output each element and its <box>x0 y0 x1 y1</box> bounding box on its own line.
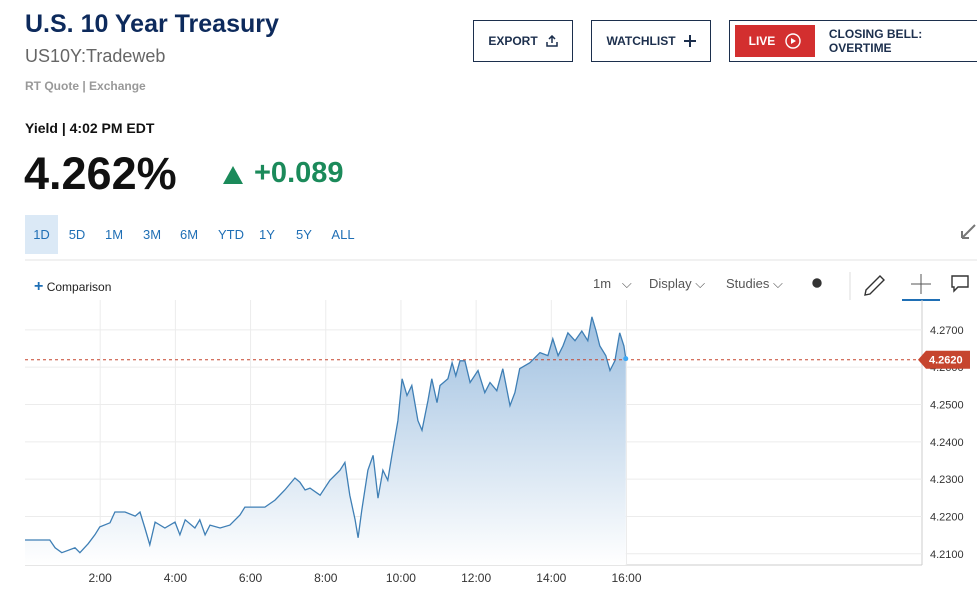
last-point <box>623 356 629 362</box>
line <box>25 316 627 554</box>
label: WATCHLIST <box>606 34 676 48</box>
title: U.S. 10 Year Treasury <box>25 10 279 38</box>
x-tick-label: 12:00 <box>461 571 491 585</box>
quote-label: Yield | 4:02 PM EDT <box>25 120 155 136</box>
range-tab[interactable]: 5Y <box>296 227 312 242</box>
settings-icon[interactable] <box>812 278 822 288</box>
label: Studies <box>726 276 770 291</box>
x-tick-label: 6:00 <box>239 571 263 585</box>
icon <box>545 35 558 47</box>
range-tab[interactable]: 1M <box>104 227 124 242</box>
x-tick-label: 10:00 <box>386 571 416 585</box>
range-tab[interactable]: 6M <box>179 227 199 242</box>
last-value-tag <box>918 350 970 369</box>
display-dropdown[interactable]: Display ⌵ <box>649 276 706 291</box>
comparison-button[interactable]: + Comparison <box>34 278 112 295</box>
expand-icon[interactable] <box>961 224 976 239</box>
live-badge: LIVE <box>735 25 815 57</box>
x-tick-label: 8:00 <box>314 571 338 585</box>
icon <box>785 33 801 49</box>
x-tick-label: 16:00 <box>611 571 641 585</box>
label: Display <box>649 276 692 291</box>
watchlist-button[interactable]: WATCHLIST <box>591 20 711 62</box>
range-tab[interactable]: 1D <box>25 215 58 254</box>
range-tab[interactable]: 3M <box>142 227 162 242</box>
x-tick-label: 14:00 <box>536 571 566 585</box>
studies-dropdown[interactable]: Studies ⌵ <box>726 276 783 291</box>
comment-icon[interactable] <box>951 275 969 293</box>
interval-dropdown[interactable]: 1m ⌵ <box>593 276 632 291</box>
y-tick-label: 4.2200 <box>930 511 964 523</box>
label: 1m <box>593 276 612 291</box>
quote-source: RT Quote | Exchange <box>25 79 146 93</box>
live-text: CLOSING BELL: OVERTIME <box>828 27 923 55</box>
last-value-label: 4.2620 <box>929 355 963 367</box>
y-tick-label: 4.2400 <box>930 437 964 449</box>
label: LIVE <box>748 34 776 48</box>
label: EXPORT <box>488 34 538 48</box>
icon <box>683 35 696 47</box>
symbol: US10Y:Tradeweb <box>25 46 166 66</box>
range-tab[interactable]: 1Y <box>259 227 275 242</box>
y-tick-label: 4.2500 <box>930 400 964 412</box>
draw-icon[interactable] <box>864 275 885 296</box>
price: 4.262% <box>24 148 177 199</box>
y-tick-label: 4.2300 <box>930 474 964 486</box>
range-tab[interactable]: 5D <box>68 227 86 242</box>
x-tick-label: 2:00 <box>89 571 113 585</box>
export-button[interactable]: EXPORT <box>473 20 573 62</box>
change: +0.089 <box>254 157 344 189</box>
up-arrow <box>223 166 243 184</box>
y-tick-label: 4.2700 <box>930 325 964 337</box>
range-tab[interactable]: ALL <box>331 227 355 242</box>
label: Comparison <box>46 280 112 294</box>
crosshair-icon[interactable] <box>911 274 931 294</box>
area <box>25 316 626 565</box>
x-tick-label: 4:00 <box>164 571 188 585</box>
range-tab[interactable]: YTD <box>218 227 244 242</box>
live-button[interactable]: LIVE CLOSING BELL: OVERTIME <box>729 20 977 62</box>
y-tick-label: 4.2100 <box>930 549 964 561</box>
